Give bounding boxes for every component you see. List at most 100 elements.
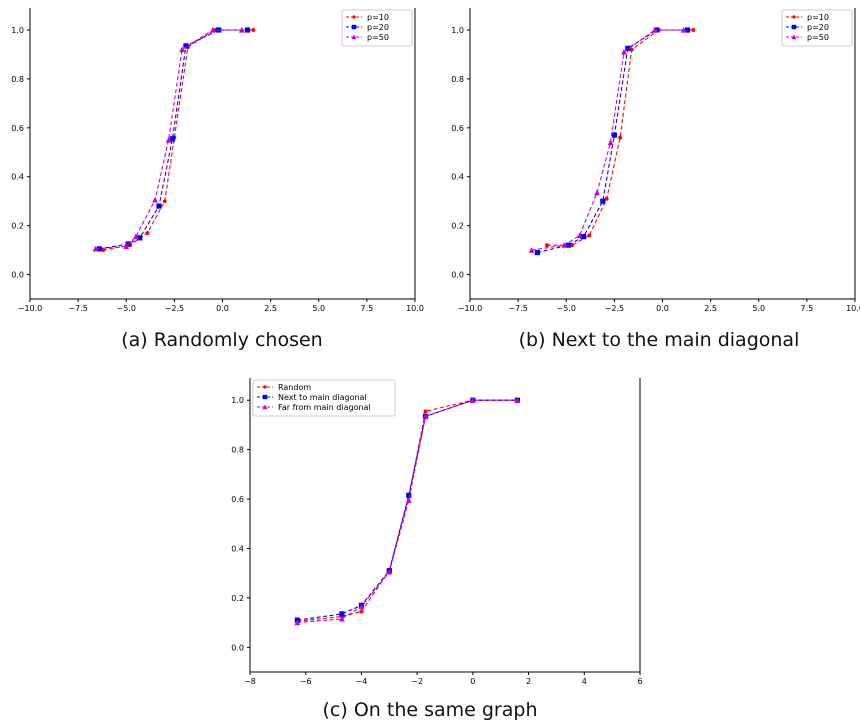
data-point	[405, 497, 412, 503]
legend-label: p=10	[367, 13, 389, 22]
y-tick-label: 1.0	[231, 396, 244, 405]
legend-label: Far from main diagonal	[278, 403, 371, 412]
x-tick-label: −6	[300, 677, 312, 686]
panel-caption: (a) Randomly chosen	[121, 329, 322, 351]
data-point	[580, 234, 587, 240]
y-tick-label: 0.6	[451, 124, 464, 133]
data-point	[156, 203, 162, 209]
x-tick-label: −2	[411, 677, 423, 686]
data-point	[123, 243, 130, 250]
x-tick-label: 5.0	[312, 304, 325, 313]
x-tick-label: −2.5	[165, 304, 184, 313]
x-tick-label: 2.5	[264, 304, 277, 313]
x-tick-label: 4	[582, 677, 587, 686]
data-point	[621, 48, 627, 55]
panel-b-next-to-main-diagonal: −10.0 −7.5 −5.0 −2.5 0.0 2.5 5.0 7.5 10.0 0.0 0.2 0…	[451, 8, 860, 351]
data-point	[600, 198, 606, 204]
y-tick-label: 0.6	[231, 495, 244, 504]
data-point	[152, 196, 158, 203]
data-point	[534, 249, 540, 256]
data-point	[561, 242, 568, 248]
x-tick-label: 0	[470, 677, 475, 686]
legend-marker	[792, 15, 796, 19]
data-point	[244, 27, 251, 33]
data-point	[691, 28, 696, 32]
data-point	[680, 26, 687, 33]
series-line-p-20	[537, 29, 688, 254]
data-point	[339, 611, 345, 617]
legend-marker	[791, 24, 797, 30]
data-point	[359, 609, 364, 614]
x-tick-label: 10.0	[846, 304, 860, 313]
y-tick-label: 0.0	[231, 643, 244, 652]
x-tick-label: −2.5	[605, 304, 624, 313]
data-point	[210, 26, 216, 33]
y-tick-label: 0.2	[451, 222, 464, 231]
legend-marker	[262, 394, 268, 400]
data-point	[386, 568, 393, 575]
data-point	[92, 245, 99, 252]
legend-marker	[791, 34, 797, 40]
y-tick-label: 0.4	[451, 173, 464, 182]
legend-box	[781, 9, 853, 47]
series-line-p-10	[547, 29, 694, 246]
x-tick-label: −8	[244, 677, 256, 686]
x-tick-label: 7.5	[361, 304, 374, 313]
legend-marker	[351, 24, 357, 30]
data-point	[101, 248, 106, 253]
legend-box	[252, 379, 396, 417]
x-tick-label: −10.0	[18, 304, 43, 313]
y-tick-label: 0.8	[451, 75, 464, 84]
y-tick-label: 0.4	[231, 544, 244, 553]
series-line-p-50	[531, 29, 684, 251]
y-tick-label: 0.2	[11, 222, 24, 231]
legend-box	[341, 9, 413, 47]
x-tick-label: −10.0	[458, 304, 483, 313]
y-tick-label: 0.0	[11, 271, 24, 280]
data-point	[183, 43, 189, 49]
x-tick-label: 2	[526, 677, 531, 686]
x-tick-label: −7.5	[508, 304, 527, 313]
data-point	[625, 45, 631, 51]
data-point	[629, 47, 634, 52]
series-line-next-to-main-diagonal	[297, 399, 518, 621]
data-point	[422, 413, 429, 419]
x-tick-label: 6	[637, 677, 642, 686]
data-point	[165, 136, 172, 143]
data-point	[358, 603, 365, 610]
data-point	[179, 46, 185, 53]
data-point	[238, 26, 245, 33]
x-tick-label: 2.5	[704, 304, 717, 313]
y-tick-label: 0.6	[11, 124, 24, 133]
y-tick-label: 0.8	[11, 75, 24, 84]
legend-label: p=10	[807, 13, 829, 22]
legend-label: p=20	[807, 23, 829, 32]
legend-marker	[262, 404, 268, 410]
data-point	[514, 397, 521, 403]
data-point	[594, 189, 600, 196]
legend-label: Random	[278, 383, 311, 392]
legend-label: p=20	[367, 23, 389, 32]
panel-caption: (b) Next to the main diagonal	[519, 329, 800, 351]
data-point	[607, 139, 614, 146]
x-tick-label: 7.5	[801, 304, 814, 313]
data-point	[565, 242, 571, 248]
y-tick-label: 0.8	[231, 446, 244, 455]
x-tick-label: 0.0	[656, 304, 669, 313]
data-point	[684, 27, 691, 33]
data-point	[406, 492, 412, 498]
data-point	[339, 615, 345, 622]
data-point	[423, 409, 428, 414]
x-tick-label: −4	[356, 677, 368, 686]
series-line-p-10	[103, 29, 254, 251]
legend-marker	[352, 15, 356, 19]
x-tick-label: 10.0	[406, 304, 424, 313]
legend-marker	[351, 34, 357, 40]
series-line-p-50	[95, 29, 242, 250]
x-tick-label: −5.0	[557, 304, 576, 313]
data-point	[162, 199, 167, 204]
y-tick-label: 1.0	[11, 26, 24, 35]
data-point	[604, 196, 609, 201]
legend-label: p=50	[807, 33, 829, 42]
